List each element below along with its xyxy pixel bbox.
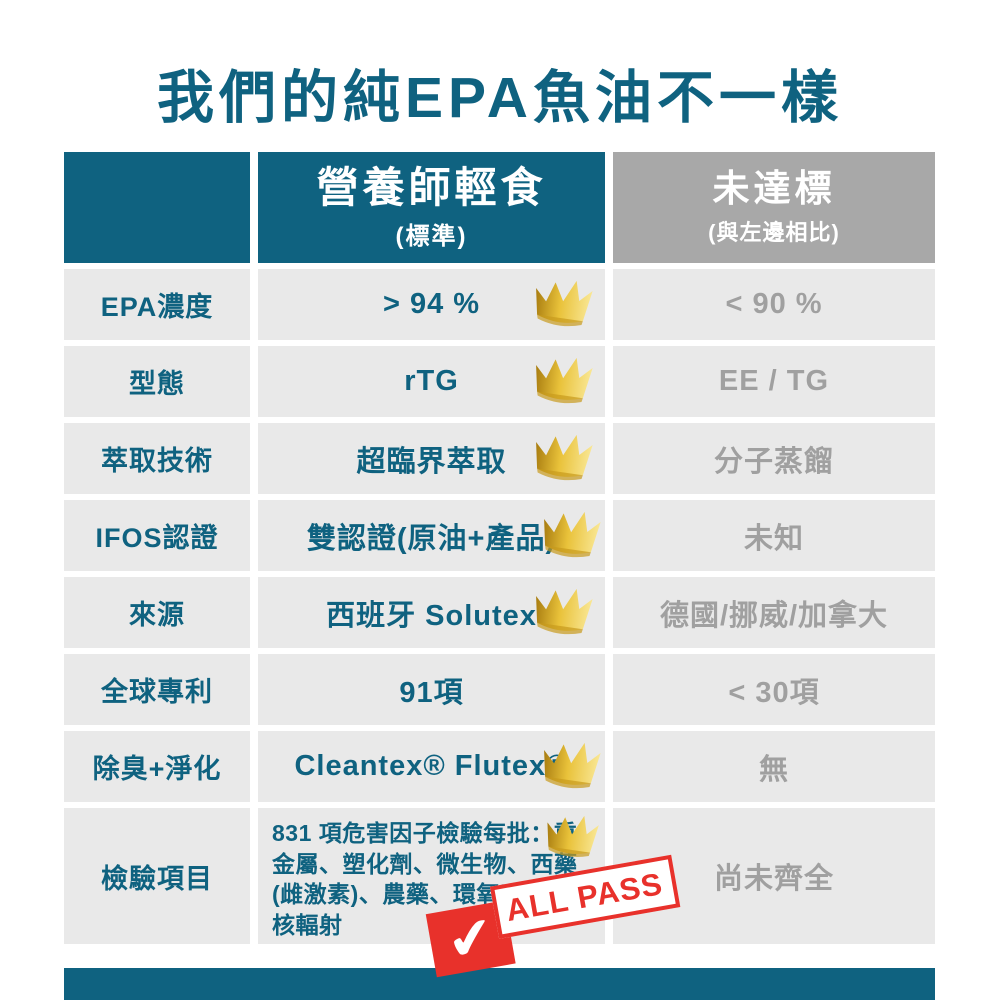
- row-theirs-patents: < 30項: [613, 654, 935, 725]
- row-ours-patents: 91項: [258, 654, 605, 725]
- row-theirs-source: 德國/挪威/加拿大: [613, 577, 935, 648]
- row-theirs-extraction: 分子蒸餾: [613, 423, 935, 494]
- row-label-epa: EPA濃度: [64, 269, 250, 340]
- row-label-form: 型態: [64, 346, 250, 417]
- row-label-patents: 全球專利: [64, 654, 250, 725]
- row-theirs-ifos: 未知: [613, 500, 935, 571]
- row-ours-inspection: 831 項危害因子檢驗每批：重金屬、塑化劑、微生物、西藥(雌激素)、農藥、環氧乙…: [258, 808, 681, 978]
- row-ours-extraction: 超臨界萃取: [258, 423, 605, 494]
- row-ours-deodorize: Cleantex® Flutex®: [258, 731, 605, 802]
- row-ours-form: rTG: [258, 346, 605, 417]
- crown-icon: [534, 734, 605, 795]
- table-header-theirs: 未達標 (與左邊相比): [613, 152, 935, 263]
- theirs-column-subtitle: (與左邊相比): [708, 219, 840, 245]
- table-header-blank: [64, 152, 250, 263]
- crown-icon: [526, 426, 597, 487]
- row-theirs-form: EE / TG: [613, 346, 935, 417]
- row-label-ifos: IFOS認證: [64, 500, 250, 571]
- row-label-source: 來源: [64, 577, 250, 648]
- row-ours-epa: > 94 %: [258, 269, 605, 340]
- ours-column-subtitle: (標準): [395, 223, 468, 251]
- crown-icon: [539, 809, 604, 863]
- ours-column-title: 營養師輕食: [316, 163, 547, 211]
- crown-icon: [526, 580, 597, 641]
- page-title: 我們的純EPA魚油不一樣: [157, 66, 843, 130]
- row-label-inspection: 檢驗項目: [64, 808, 250, 944]
- crown-icon: [526, 272, 597, 333]
- row-ours-ifos: 雙認證(原油+產品): [258, 500, 605, 571]
- footer-bar: [64, 968, 935, 1000]
- row-ours-source: 西班牙 Solutex: [258, 577, 605, 648]
- row-label-extraction: 萃取技術: [64, 423, 250, 494]
- row-theirs-epa: < 90 %: [613, 269, 935, 340]
- table-header-ours: 營養師輕食 (標準): [258, 152, 605, 263]
- crown-icon: [526, 349, 597, 410]
- crown-icon: [534, 503, 605, 564]
- row-theirs-deodorize: 無: [613, 731, 935, 802]
- theirs-column-title: 未達標: [712, 168, 836, 210]
- row-label-deodorize: 除臭+淨化: [64, 731, 250, 802]
- comparison-table: 營養師輕食 (標準) 未達標 (與左邊相比) EPA濃度 > 94 % < 90…: [64, 152, 935, 978]
